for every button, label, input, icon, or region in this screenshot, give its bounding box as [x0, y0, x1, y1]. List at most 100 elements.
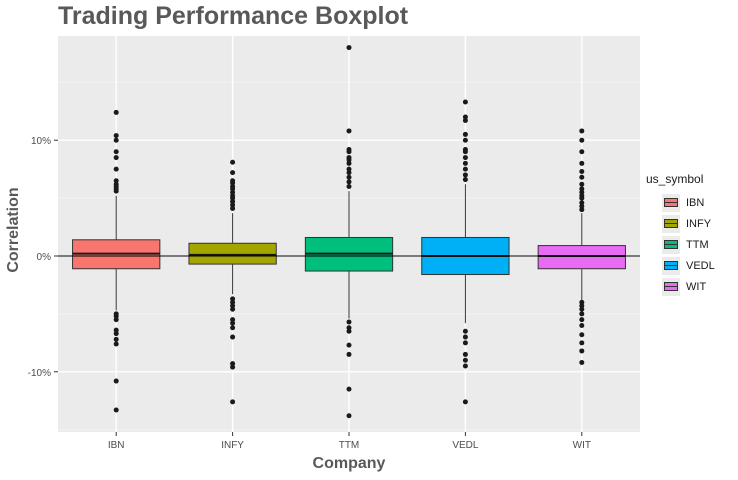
outlier-point: [113, 378, 119, 384]
outlier-point: [346, 45, 352, 51]
outlier-point: [230, 361, 236, 367]
x-tick-label: WIT: [573, 440, 591, 451]
legend-key: [662, 235, 680, 254]
outlier-point: [579, 360, 585, 366]
legend-key: [662, 193, 680, 212]
outlier-point: [462, 99, 468, 105]
outlier-point: [579, 322, 585, 328]
outlier-point: [346, 170, 352, 176]
outlier-point: [579, 168, 585, 174]
outlier-point: [230, 317, 236, 323]
outlier-point: [230, 325, 236, 331]
outlier-point: [462, 177, 468, 183]
outlier-point: [230, 189, 236, 195]
outlier-point: [462, 131, 468, 137]
outlier-point: [462, 155, 468, 161]
outlier-point: [579, 332, 585, 338]
outlier-point: [462, 149, 468, 155]
outlier-point: [113, 341, 119, 347]
legend-label: INFY: [686, 217, 712, 230]
outlier-point: [462, 334, 468, 340]
outlier-point: [113, 109, 119, 115]
y-axis-label: Correlation: [5, 187, 22, 273]
outlier-point: [230, 364, 236, 370]
outlier-point: [579, 207, 585, 213]
outlier-point: [113, 133, 119, 139]
outlier-point: [462, 351, 468, 357]
outlier-point: [462, 357, 468, 363]
outlier-point: [230, 296, 236, 302]
outlier-point: [579, 203, 585, 209]
outlier-point: [462, 166, 468, 172]
legend-key: [662, 214, 680, 233]
outlier-point: [579, 195, 585, 201]
outlier-point: [346, 166, 352, 172]
y-tick-label: 0%: [37, 252, 52, 263]
outlier-point: [579, 306, 585, 312]
outlier-point: [230, 399, 236, 405]
outlier-point: [579, 160, 585, 166]
outlier-point: [230, 334, 236, 340]
legend-label: VEDL: [686, 259, 715, 272]
outlier-point: [230, 299, 236, 305]
outlier-point: [579, 348, 585, 354]
outlier-point: [230, 202, 236, 208]
outlier-point: [230, 180, 236, 186]
y-tick-label: 10%: [31, 136, 51, 147]
outlier-point: [346, 319, 352, 325]
outlier-point: [579, 303, 585, 309]
chart-title: Trading Performance Boxplot: [58, 2, 409, 30]
outlier-point: [113, 317, 119, 323]
outlier-point: [462, 340, 468, 346]
legend-label: IBN: [686, 196, 705, 209]
outlier-point: [579, 299, 585, 305]
outlier-point: [579, 149, 585, 155]
outlier-point: [230, 303, 236, 309]
outlier-point: [579, 186, 585, 192]
outlier-point: [113, 407, 119, 413]
outlier-point: [579, 128, 585, 134]
outlier-point: [462, 137, 468, 143]
outlier-point: [346, 184, 352, 190]
y-tick-label: -10%: [28, 368, 51, 379]
legend-items: IBN INFY TTM VEDL WIT: [662, 192, 715, 297]
legend-key: [662, 277, 680, 296]
outlier-point: [579, 181, 585, 187]
legend-item: VEDL: [662, 255, 715, 276]
outlier-point: [230, 186, 236, 192]
outlier-point: [113, 188, 119, 194]
legend-key: [662, 256, 680, 275]
outlier-point: [230, 195, 236, 201]
outlier-point: [346, 160, 352, 166]
legend-label: TTM: [686, 238, 709, 251]
legend-item: WIT: [662, 276, 715, 297]
outlier-point: [113, 313, 119, 319]
x-tick-label: INFY: [221, 440, 244, 451]
legend-swatch: [664, 282, 678, 291]
outlier-point: [113, 336, 119, 342]
outlier-point: [113, 178, 119, 184]
outlier-point: [462, 118, 468, 124]
outlier-point: [346, 413, 352, 419]
legend-item: INFY: [662, 213, 715, 234]
outlier-point: [462, 328, 468, 334]
outlier-point: [462, 160, 468, 166]
x-tick-label: IBN: [108, 440, 125, 451]
outlier-point: [462, 114, 468, 120]
outlier-point: [579, 317, 585, 323]
outlier-point: [113, 137, 119, 143]
outlier-point: [579, 340, 585, 346]
box-wit: [537, 245, 626, 270]
outlier-point: [346, 128, 352, 134]
outlier-point: [346, 351, 352, 357]
outlier-point: [346, 342, 352, 348]
outlier-point: [230, 159, 236, 165]
legend-swatch: [664, 198, 678, 207]
outlier-point: [579, 311, 585, 317]
outlier-point: [230, 320, 236, 326]
x-tick-label: TTM: [339, 440, 360, 451]
outlier-point: [579, 174, 585, 180]
outlier-point: [113, 149, 119, 155]
outlier-point: [462, 399, 468, 405]
